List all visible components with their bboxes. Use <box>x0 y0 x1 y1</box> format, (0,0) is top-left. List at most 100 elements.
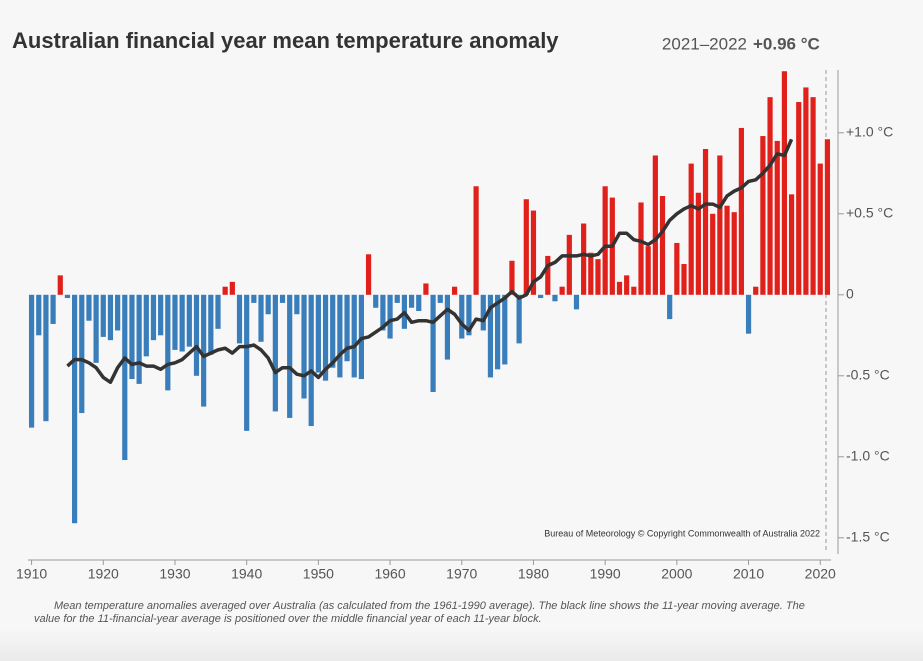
bar <box>136 294 142 384</box>
bar <box>380 294 386 331</box>
moving-average-line <box>66 138 794 385</box>
y-tick-label: -1.5 °C <box>846 529 890 545</box>
bar <box>150 294 157 341</box>
bar <box>566 234 572 295</box>
x-tick-label: 1930 <box>159 566 190 582</box>
bar <box>107 294 114 341</box>
bar <box>122 294 128 461</box>
bar <box>659 195 666 295</box>
bar <box>695 192 701 295</box>
x-tick-label: 2020 <box>805 566 836 582</box>
y-tick-label: -0.5 °C <box>846 367 890 383</box>
bar <box>616 281 623 295</box>
bar <box>674 242 680 295</box>
bar <box>487 294 494 378</box>
bar <box>480 294 486 331</box>
bar <box>466 294 472 336</box>
y-tick-label: -1.0 °C <box>846 448 890 464</box>
bar <box>115 294 121 331</box>
bar <box>559 286 565 295</box>
bar <box>552 294 558 302</box>
bar <box>265 294 271 315</box>
bar <box>86 294 92 321</box>
bar <box>315 294 321 373</box>
bar <box>516 294 522 344</box>
chart-title: Australian financial year mean temperatu… <box>12 28 559 53</box>
bar <box>201 294 207 407</box>
bar <box>760 136 766 295</box>
bar <box>451 286 458 295</box>
bar <box>688 163 694 295</box>
bar <box>803 87 809 295</box>
latest-value: +0.96 °C <box>753 34 820 53</box>
bar <box>423 283 429 295</box>
bar <box>753 286 759 295</box>
bar <box>545 255 551 295</box>
bar <box>631 286 637 295</box>
bar <box>710 213 716 295</box>
x-tick-label: 1910 <box>16 566 47 582</box>
bar <box>588 252 594 295</box>
bar <box>229 281 235 295</box>
bar <box>208 294 214 355</box>
y-tick-label: +0.5 °C <box>846 205 893 221</box>
bar <box>57 275 63 295</box>
bar <box>738 127 744 295</box>
latest-period: 2021–2022 <box>662 34 747 53</box>
x-tick-label: 1980 <box>518 566 549 582</box>
bar <box>495 294 501 370</box>
bar <box>72 294 78 524</box>
bar <box>652 155 658 295</box>
x-tick-label: 2010 <box>733 566 764 582</box>
bar <box>745 294 752 334</box>
y-tick-label: 0 <box>846 286 854 302</box>
x-tick-label: 2000 <box>661 566 692 582</box>
footer-band <box>0 628 923 661</box>
bar <box>79 294 85 414</box>
x-tick-label: 1920 <box>88 566 119 582</box>
bar <box>301 294 307 399</box>
bar <box>322 294 329 381</box>
bar <box>251 294 257 303</box>
bar <box>43 294 49 422</box>
bar <box>64 294 71 299</box>
bar <box>215 294 221 329</box>
bar <box>294 294 300 315</box>
bar <box>344 294 350 362</box>
bar <box>638 202 644 295</box>
bar <box>93 294 99 363</box>
bar <box>538 294 544 299</box>
bar <box>351 294 357 378</box>
bar <box>774 140 780 295</box>
bar <box>158 294 164 336</box>
bar <box>287 294 293 418</box>
bar <box>473 186 479 295</box>
bar <box>667 294 673 320</box>
bar <box>624 275 630 295</box>
bar <box>509 260 515 295</box>
x-tick-label: 1960 <box>374 566 405 582</box>
bar <box>129 294 135 380</box>
bar <box>193 294 200 376</box>
bar <box>337 294 343 378</box>
bar <box>179 294 185 352</box>
bar <box>373 294 379 308</box>
bar <box>817 163 823 295</box>
bar <box>279 294 286 303</box>
x-tick-label: 1990 <box>590 566 621 582</box>
bar <box>387 294 393 339</box>
bar <box>36 294 42 336</box>
bar <box>330 294 336 368</box>
bar <box>258 294 264 342</box>
bar <box>165 294 171 391</box>
bar <box>308 294 314 427</box>
bar <box>767 97 773 295</box>
bar <box>724 205 730 295</box>
bar <box>573 294 580 310</box>
bar <box>430 294 436 392</box>
bar <box>365 254 372 295</box>
bar <box>172 294 178 350</box>
chart: Australian financial year mean temperatu… <box>12 28 893 582</box>
bar <box>50 294 56 324</box>
